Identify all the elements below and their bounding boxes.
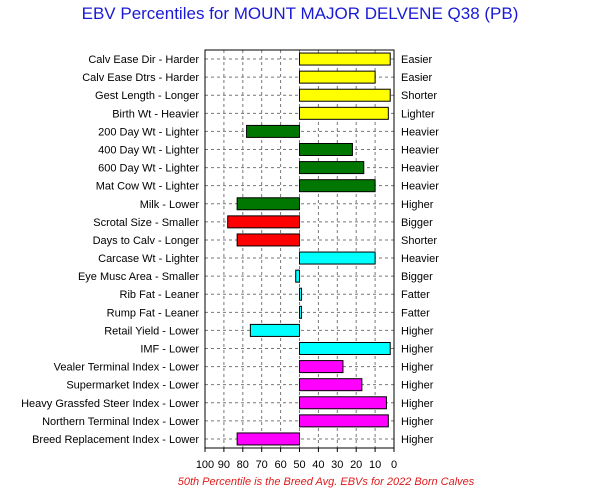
- x-tick-label: 60: [274, 459, 286, 471]
- x-tick-label: 0: [391, 459, 397, 471]
- percentile-bar: [299, 106, 389, 120]
- direction-label: Higher: [401, 344, 434, 356]
- chart-bars: [227, 52, 391, 446]
- x-tick-label: 40: [312, 459, 324, 471]
- percentile-bar: [299, 342, 391, 355]
- direction-label: Heavier: [401, 181, 439, 193]
- trait-label: IMF - Lower: [140, 344, 199, 356]
- direction-label: Higher: [401, 416, 434, 428]
- direction-labels: Easier Easier Shorter Lighter Heavier Heavier…: [401, 54, 439, 446]
- trait-label: 600 Day Wt - Lighter: [98, 163, 199, 175]
- percentile-bar: [299, 143, 353, 156]
- trait-label: Vealer Terminal Index - Lower: [54, 362, 200, 374]
- direction-label: Easier: [401, 72, 433, 84]
- percentile-bar: [299, 88, 391, 102]
- direction-label: Easier: [401, 54, 433, 66]
- percentile-bar: [249, 323, 300, 337]
- trait-labels: Calv Ease Dir - Harder Calv Ease Dtrs - H…: [21, 54, 199, 446]
- percentile-bar: [236, 233, 301, 247]
- direction-label: Shorter: [401, 235, 437, 247]
- percentile-bar: [299, 378, 363, 392]
- direction-label: Heavier: [401, 163, 439, 175]
- direction-label: Bigger: [401, 271, 433, 283]
- trait-label: Breed Replacement Index - Lower: [32, 434, 199, 446]
- percentile-bar: [236, 197, 301, 211]
- direction-label: Heavier: [401, 145, 439, 157]
- x-tick-label: 80: [237, 459, 249, 471]
- x-tick-label: 10: [369, 459, 381, 471]
- x-tick-label: 30: [331, 459, 343, 471]
- x-tick-label: 90: [218, 459, 230, 471]
- x-axis-ticks: 100 90 80 70 60 50 40 30 20 10 0: [196, 448, 397, 471]
- trait-label: Eye Musc Area - Smaller: [78, 271, 199, 283]
- trait-label: Birth Wt - Heavier: [112, 108, 199, 120]
- direction-label: Higher: [401, 380, 434, 392]
- x-tick-label: 70: [256, 459, 268, 471]
- percentile-bar: [299, 70, 376, 84]
- direction-label: Fatter: [401, 307, 430, 319]
- trait-label: Calv Ease Dir - Harder: [88, 54, 199, 66]
- direction-label: Bigger: [401, 217, 433, 229]
- trait-label: 400 Day Wt - Lighter: [98, 145, 199, 157]
- trait-label: Heavy Grassfed Steer Index - Lower: [21, 398, 199, 410]
- direction-label: Heavier: [401, 126, 439, 138]
- percentile-bar: [299, 305, 302, 319]
- percentile-bar: [299, 161, 365, 175]
- trait-label: Scrotal Size - Smaller: [93, 217, 199, 229]
- direction-label: Higher: [401, 398, 434, 410]
- trait-label: Northern Terminal Index - Lower: [42, 416, 199, 428]
- percentile-bar: [299, 287, 302, 301]
- percentile-bar: [236, 432, 301, 446]
- trait-label: Retail Yield - Lower: [104, 325, 199, 337]
- direction-label: Higher: [401, 199, 434, 211]
- x-tick-label: 20: [350, 459, 362, 471]
- percentile-bar: [299, 251, 376, 265]
- trait-label: Supermarket Index - Lower: [66, 380, 199, 392]
- trait-label: Rib Fat - Leaner: [120, 289, 200, 301]
- trait-label: Gest Length - Longer: [95, 90, 199, 102]
- direction-label: Lighter: [401, 108, 435, 120]
- trait-label: Rump Fat - Leaner: [107, 307, 200, 319]
- percentile-bar: [227, 215, 300, 229]
- trait-label: Carcase Wt - Lighter: [98, 253, 199, 265]
- percentile-bar: [246, 124, 300, 138]
- chart-title: EBV Percentiles for MOUNT MAJOR DELVENE …: [81, 4, 519, 23]
- x-tick-label: 50: [293, 459, 305, 471]
- trait-label: 200 Day Wt - Lighter: [98, 126, 199, 138]
- percentile-bar: [299, 396, 387, 410]
- percentile-bar: [295, 269, 301, 283]
- direction-label: Shorter: [401, 90, 437, 102]
- percentile-bar: [299, 360, 344, 374]
- percentile-bar: [299, 414, 389, 428]
- x-tick-label: 100: [196, 459, 214, 471]
- direction-label: Fatter: [401, 289, 430, 301]
- trait-label: Mat Cow Wt - Lighter: [96, 181, 200, 193]
- trait-label: Days to Calv - Longer: [93, 235, 200, 247]
- trait-label: Calv Ease Dtrs - Harder: [82, 72, 199, 84]
- percentile-bar: [299, 179, 376, 193]
- direction-label: Higher: [401, 362, 434, 374]
- direction-label: Heavier: [401, 253, 439, 265]
- direction-label: Higher: [401, 325, 434, 337]
- chart-footnote: 50th Percentile is the Breed Avg. EBVs f…: [177, 476, 475, 488]
- percentile-bar: [299, 52, 391, 66]
- trait-label: Milk - Lower: [140, 199, 200, 211]
- direction-label: Higher: [401, 434, 434, 446]
